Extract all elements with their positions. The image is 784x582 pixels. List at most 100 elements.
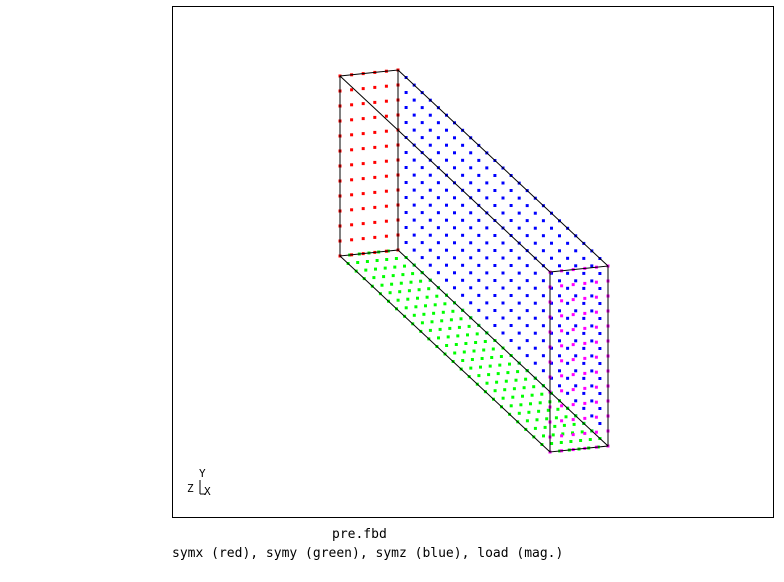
symy-node (417, 288, 421, 292)
symz-node (598, 317, 602, 320)
symz-node (525, 264, 529, 268)
symy-node (409, 280, 413, 284)
symz-node (533, 361, 537, 365)
symy-node (399, 281, 403, 285)
symx-node (350, 148, 354, 152)
symx-node (350, 223, 354, 227)
symz-node (590, 399, 594, 403)
symz-node (493, 189, 497, 192)
symz-node (558, 234, 561, 238)
symz-node (525, 279, 529, 283)
edge-back-face (339, 69, 399, 257)
symx-node (361, 87, 365, 91)
symz-node (404, 196, 408, 199)
symy-node (419, 279, 423, 283)
symy-node (372, 276, 376, 280)
symy-node (553, 424, 557, 428)
symy-node (519, 403, 523, 407)
symz-node (574, 339, 578, 343)
symy-node (491, 347, 495, 351)
symx-node (350, 178, 354, 182)
symz-node (590, 324, 594, 328)
symz-node (461, 158, 465, 162)
symx-node (361, 237, 365, 241)
node-set-symx (338, 68, 400, 258)
symz-node (485, 196, 489, 200)
symx-node (361, 162, 365, 166)
symy-node (530, 393, 534, 397)
symy-node (490, 356, 494, 359)
symz-node (436, 196, 440, 200)
symz-node (541, 339, 545, 343)
symz-node (477, 308, 481, 312)
symz-node (517, 301, 521, 305)
symz-node (445, 218, 448, 222)
load-node (571, 358, 575, 362)
symy-node (454, 343, 458, 346)
symz-node (461, 173, 465, 177)
symz-node (517, 331, 521, 335)
symz-node (550, 241, 553, 245)
load-node (594, 325, 598, 329)
symz-node (485, 271, 489, 275)
symz-node (445, 263, 448, 267)
symy-node (398, 290, 402, 294)
symy-node (457, 325, 461, 329)
symz-node (501, 316, 505, 320)
symy-node (424, 304, 427, 308)
symz-node (533, 316, 537, 320)
triad-x-label: X (204, 485, 211, 498)
symz-node (533, 211, 537, 215)
symz-node (469, 301, 473, 305)
symz-node (412, 98, 416, 102)
graphics-viewport[interactable] (172, 6, 774, 518)
symz-node (477, 218, 481, 222)
symz-node (461, 248, 465, 252)
load-node (594, 280, 598, 284)
symz-node (420, 166, 424, 170)
symz-node (477, 233, 481, 237)
symy-node (533, 426, 537, 430)
symz-node (477, 293, 481, 297)
symy-node (364, 268, 368, 272)
load-node (560, 419, 564, 423)
symx-node (384, 234, 388, 238)
symy-node (524, 377, 528, 381)
symz-node (541, 294, 545, 298)
symz-node (485, 301, 489, 305)
symy-node (501, 396, 505, 400)
symz-node (598, 422, 602, 425)
symy-node (466, 333, 469, 337)
symx-node (384, 219, 388, 223)
symx-node (361, 222, 365, 226)
symz-node (566, 316, 570, 320)
symz-node (558, 264, 561, 268)
symz-node (477, 188, 481, 192)
symz-node (533, 226, 537, 230)
symz-node (517, 316, 521, 320)
symz-node (582, 346, 586, 350)
symy-node (496, 372, 500, 376)
symz-node (461, 263, 465, 267)
symy-node (559, 441, 563, 444)
symx-node (373, 100, 377, 104)
load-node (583, 326, 587, 330)
axes-triad: Y Z X (187, 467, 211, 498)
symy-node (542, 434, 545, 438)
symy-node (435, 294, 439, 298)
symx-node (384, 144, 388, 148)
node-set-symy (338, 248, 610, 454)
symy-node (440, 319, 444, 323)
symz-node (453, 271, 456, 275)
symx-node (373, 220, 377, 224)
symy-node (456, 334, 460, 338)
symy-node (453, 351, 457, 355)
symx-node (384, 99, 388, 103)
symx-node (350, 208, 354, 212)
symz-node (517, 286, 521, 290)
symz-node (574, 264, 578, 268)
symx-node (373, 175, 377, 179)
symx-node (373, 130, 377, 134)
symz-node (485, 241, 489, 245)
symy-node (561, 432, 565, 436)
